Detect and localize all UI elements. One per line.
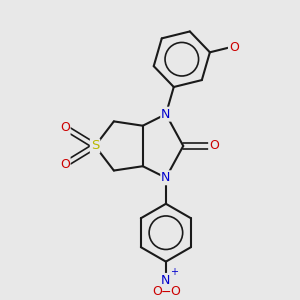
Text: N: N: [161, 108, 171, 121]
Text: O: O: [209, 140, 219, 152]
Text: N: N: [161, 274, 171, 287]
Text: −: −: [161, 286, 171, 299]
Text: N: N: [161, 171, 171, 184]
Text: O: O: [170, 285, 180, 298]
Text: O: O: [152, 285, 162, 298]
Text: O: O: [60, 158, 70, 171]
Text: S: S: [91, 140, 99, 152]
Text: O: O: [229, 41, 239, 54]
Text: +: +: [170, 267, 178, 277]
Text: O: O: [60, 121, 70, 134]
